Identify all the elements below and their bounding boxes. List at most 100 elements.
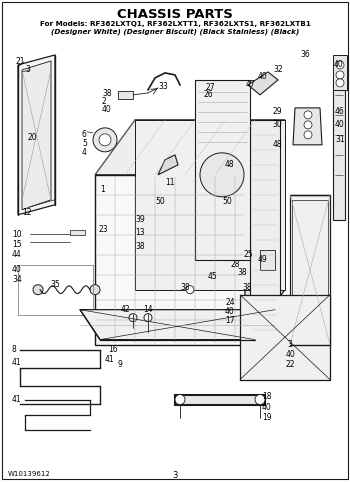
- Text: 39: 39: [135, 215, 145, 224]
- Text: 50: 50: [222, 197, 232, 206]
- Circle shape: [200, 153, 244, 197]
- Text: 40: 40: [102, 105, 112, 114]
- Text: 25: 25: [243, 250, 253, 259]
- Text: 36: 36: [300, 50, 310, 59]
- Text: 41: 41: [12, 395, 22, 404]
- Polygon shape: [158, 155, 178, 175]
- Circle shape: [129, 313, 137, 322]
- Circle shape: [304, 111, 312, 119]
- Text: 42: 42: [120, 305, 130, 313]
- Text: 15: 15: [12, 240, 22, 249]
- Text: 45: 45: [208, 272, 218, 281]
- Text: 13: 13: [135, 228, 145, 237]
- Polygon shape: [95, 120, 285, 175]
- Circle shape: [93, 128, 117, 152]
- Text: For Models: RF362LXTQ1, RF362LXTT1, RF362LXTS1, RF362LXTB1: For Models: RF362LXTQ1, RF362LXTT1, RF36…: [40, 21, 310, 27]
- Text: 35: 35: [50, 280, 60, 289]
- Circle shape: [336, 79, 344, 87]
- Text: 4: 4: [82, 148, 87, 157]
- Text: 40: 40: [12, 265, 22, 274]
- Text: 2: 2: [102, 97, 107, 106]
- Text: 38: 38: [237, 268, 247, 277]
- Text: 38: 38: [180, 283, 190, 292]
- Polygon shape: [248, 72, 278, 95]
- Text: 46: 46: [335, 107, 345, 116]
- Circle shape: [144, 313, 152, 322]
- Text: 9: 9: [118, 360, 123, 369]
- Text: 30: 30: [272, 120, 282, 129]
- Circle shape: [99, 134, 111, 146]
- Polygon shape: [245, 120, 285, 345]
- Bar: [18, 265, 93, 314]
- Text: 3: 3: [172, 471, 178, 481]
- Circle shape: [186, 285, 194, 294]
- Polygon shape: [135, 120, 285, 290]
- Text: 27: 27: [205, 83, 215, 92]
- Polygon shape: [293, 108, 322, 145]
- Text: 29: 29: [272, 107, 282, 116]
- Text: (Designer White) (Designer Biscuit) (Black Stainless) (Black): (Designer White) (Designer Biscuit) (Bla…: [51, 28, 299, 35]
- Text: 38: 38: [135, 242, 145, 251]
- Text: 49: 49: [257, 255, 267, 264]
- Text: 14: 14: [143, 305, 153, 313]
- Bar: [195, 80, 250, 260]
- Text: 6: 6: [82, 130, 87, 139]
- Text: 10: 10: [12, 230, 22, 239]
- Text: CHASSIS PARTS: CHASSIS PARTS: [117, 8, 233, 21]
- Text: 18: 18: [262, 392, 272, 400]
- Text: 3: 3: [288, 340, 293, 349]
- Text: 28: 28: [230, 260, 240, 269]
- Text: 5: 5: [82, 139, 87, 148]
- Text: 31: 31: [335, 135, 345, 144]
- Text: 33: 33: [158, 82, 168, 91]
- Text: 40: 40: [225, 307, 235, 316]
- Bar: [250, 120, 280, 350]
- Text: 22: 22: [285, 360, 295, 369]
- Text: 19: 19: [262, 412, 272, 422]
- Text: 21: 21: [15, 57, 25, 66]
- Text: W10139612: W10139612: [8, 471, 51, 478]
- Text: 44: 44: [12, 250, 22, 259]
- Bar: [95, 175, 245, 345]
- Text: 8: 8: [12, 345, 17, 354]
- Text: 48: 48: [272, 140, 282, 149]
- Polygon shape: [80, 310, 275, 340]
- Circle shape: [175, 395, 185, 405]
- Polygon shape: [240, 295, 330, 380]
- Polygon shape: [22, 61, 51, 210]
- Polygon shape: [18, 55, 55, 215]
- Text: 48: 48: [225, 160, 235, 169]
- Circle shape: [255, 395, 265, 405]
- Polygon shape: [290, 195, 330, 345]
- Text: 24: 24: [225, 298, 235, 307]
- Text: 40: 40: [285, 350, 295, 358]
- Bar: [292, 200, 328, 340]
- Bar: [175, 395, 265, 405]
- Bar: [70, 230, 85, 235]
- Bar: [18, 265, 93, 314]
- Text: 3: 3: [26, 65, 30, 74]
- Text: 1: 1: [101, 185, 105, 194]
- Text: 34: 34: [12, 275, 22, 284]
- Text: 16: 16: [108, 345, 118, 354]
- Text: 41: 41: [105, 355, 115, 364]
- Text: 41: 41: [12, 357, 22, 367]
- Circle shape: [304, 121, 312, 129]
- Text: 20: 20: [27, 133, 37, 142]
- Text: 11: 11: [165, 178, 175, 187]
- Text: 47: 47: [245, 80, 255, 89]
- Bar: [260, 250, 275, 270]
- Text: 40: 40: [333, 60, 343, 69]
- Text: 23: 23: [98, 225, 108, 234]
- Text: 40: 40: [262, 402, 272, 412]
- Bar: [333, 55, 347, 90]
- Circle shape: [304, 131, 312, 139]
- Circle shape: [336, 61, 344, 69]
- Text: 17: 17: [225, 316, 235, 325]
- Text: 26: 26: [203, 90, 213, 99]
- Text: 32: 32: [273, 65, 283, 74]
- Bar: [118, 91, 133, 99]
- Text: 40: 40: [335, 120, 345, 129]
- Circle shape: [336, 71, 344, 79]
- Circle shape: [90, 284, 100, 295]
